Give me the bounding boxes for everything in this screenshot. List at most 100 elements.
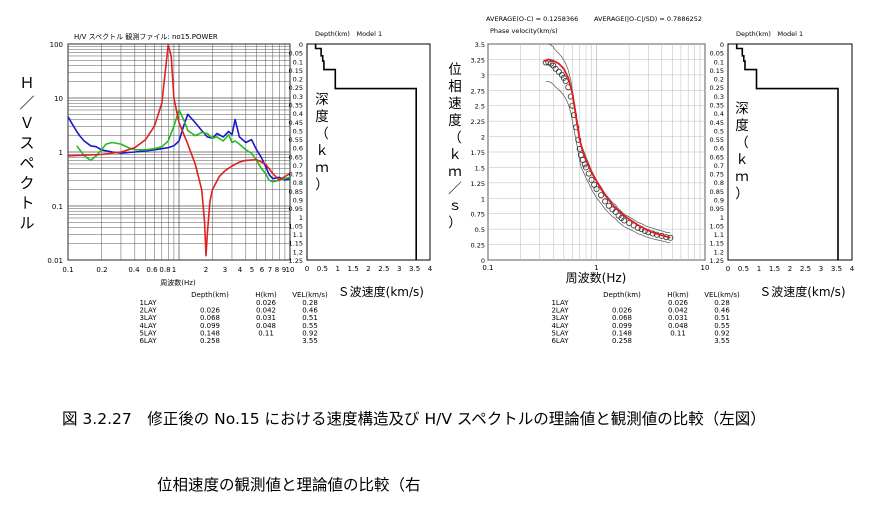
- model-left-plot-area: [306, 43, 431, 261]
- pv-y-tick: 1.25: [471, 180, 485, 188]
- pv-y-tick: 0: [481, 257, 485, 265]
- pv-y-label-char: 速: [448, 96, 462, 112]
- pv-y-tick: 2.5: [475, 103, 485, 111]
- table-left-cell: 5LAY: [139, 329, 157, 337]
- hv-x-tick: 3: [223, 266, 227, 274]
- hv-x-tick: 0.6: [146, 266, 158, 274]
- pv-y-label-char: ）: [448, 215, 462, 231]
- hv-x-tick: 1: [172, 266, 176, 274]
- model-left-y-tick: 0.2: [293, 76, 303, 84]
- table-right-cell: 0.258: [612, 337, 632, 345]
- table-right-cell: 0.11: [670, 329, 686, 337]
- hv-x-tick: 2: [204, 266, 208, 274]
- pv-y-label-char: ｓ: [448, 198, 462, 214]
- hv-y-label-char: ク: [19, 174, 34, 192]
- table-right-cell: 0.51: [714, 314, 730, 322]
- model-left-y-label-char: 深: [315, 92, 329, 108]
- table-right-cell: 0.031: [668, 314, 688, 322]
- table-left-cell: 6LAY: [139, 337, 157, 345]
- pv-y-tick: 0.75: [471, 211, 485, 219]
- hv-x-tick: 0.2: [96, 266, 107, 274]
- pv-y-tick: 1: [481, 195, 485, 203]
- pv-x-tick: 10: [701, 264, 710, 272]
- hv-x-tick: 7: [268, 266, 272, 274]
- model-right-x-tick: 0: [726, 265, 730, 273]
- table-left-cell: 0.031: [256, 314, 276, 322]
- model-left-x-tick: 0.5: [317, 265, 328, 273]
- model-right-y-tick: 1.1: [714, 231, 724, 239]
- table-left-cell: 0.042: [256, 307, 276, 315]
- model-left-y-tick: 0.4: [293, 110, 303, 118]
- hv-y-label-char: ／: [19, 94, 34, 112]
- pv-observed-point: [602, 198, 609, 205]
- hv-series-line-2: [76, 109, 291, 183]
- table-left-cell: 0.026: [256, 299, 277, 307]
- model-left-x-tick: 1.5: [348, 265, 359, 273]
- model-right-y-tick: 0.8: [714, 179, 724, 187]
- hv-y-label-char: ス: [19, 134, 34, 152]
- model-right-y-tick: 0.6: [714, 145, 724, 153]
- model-right-y-tick: 0.7: [714, 162, 724, 170]
- table-left-cell: 0.51: [302, 314, 318, 322]
- model-right-y-tick: 0.1: [714, 58, 724, 66]
- model-right-y-label-char: ｍ: [735, 169, 749, 185]
- table-left-cell: 0.148: [200, 329, 220, 337]
- model-left-y-tick: 0.75: [289, 171, 303, 179]
- model-left-y-tick: 0.85: [289, 188, 303, 196]
- pv-x-tick: 0.1: [482, 264, 493, 272]
- table-left-cell: 0.099: [200, 322, 220, 330]
- table-right-cell: 0.026: [668, 299, 689, 307]
- table-right-cell: 0.026: [612, 307, 633, 315]
- figure-caption: 図 3.2.27 修正後の No.15 における速度構造及び H/V スペクトル…: [62, 364, 766, 518]
- pv-y-label-char: （: [448, 130, 462, 146]
- hv-x-tick: 6: [260, 266, 265, 274]
- model-left-y-tick: 0.65: [289, 153, 303, 161]
- table-right-cell: 4LAY: [551, 322, 569, 330]
- model-right-y-tick: 0.85: [710, 188, 724, 196]
- model-left-x-tick: 1: [336, 265, 340, 273]
- model-right-y-tick: 0.2: [714, 76, 724, 84]
- table-left-cell: 2LAY: [139, 307, 157, 315]
- table-left-cell: 0.28: [302, 299, 318, 307]
- pv-y-tick: 2.25: [471, 118, 485, 126]
- model-left-y-label-char: ｋ: [315, 143, 329, 159]
- pv-theoretical-line: [543, 58, 671, 239]
- model-right-y-tick: 0.95: [710, 205, 724, 213]
- model-right-y-tick: 0: [720, 41, 724, 49]
- hv-x-tick: 0.4: [128, 266, 140, 274]
- table-right-cell: 0.46: [714, 307, 730, 315]
- pv-y-tick: 2: [481, 134, 485, 142]
- model-left-x-tick: 2: [366, 265, 370, 273]
- model-right-y-tick: 1.05: [710, 222, 724, 230]
- model-right-y-label-char: ）: [735, 186, 749, 202]
- model-left-title: Depth(km) Model 1: [315, 30, 382, 38]
- pv-observed-point: [593, 185, 600, 192]
- model-left-y-tick: 0.3: [293, 93, 303, 101]
- table-left-cell: 0.46: [302, 307, 318, 315]
- model-right-y-tick: 0.75: [710, 171, 724, 179]
- model-right-plot-area: [727, 43, 853, 261]
- figure: 0.1 0.2 0.4 0.6 0.8 1 2 3 4 5 6 7 8 9 100.010.1110100周…: [19, 15, 854, 345]
- model-right-x-tick: 3: [819, 265, 823, 273]
- pv-y-label-char: 位: [448, 62, 462, 78]
- model-left-y-tick: 1.1: [293, 231, 303, 239]
- hv-y-label-char: ル: [19, 214, 34, 232]
- model-right-x-tick: 1: [757, 265, 761, 273]
- pv-x-tick: 1: [594, 264, 598, 272]
- table-right-cell: 3LAY: [551, 314, 569, 322]
- table-right-cell: 5LAY: [551, 329, 569, 337]
- model-left-y-tick: 1.05: [289, 222, 303, 230]
- table-left-cell: 4LAY: [139, 322, 157, 330]
- hv-x-tick: 0.1: [62, 266, 73, 274]
- pv-y-tick: 3: [481, 72, 485, 80]
- hv-y-tick: 1: [59, 149, 63, 157]
- model-left-y-tick: 0.5: [293, 127, 303, 135]
- pv-observed-point: [558, 71, 565, 78]
- model-right-y-tick: 0.9: [714, 197, 724, 205]
- table-right-cell: 2LAY: [551, 307, 569, 315]
- table-left-cell: 0.258: [200, 337, 220, 345]
- table-right-cell: 0.042: [668, 307, 688, 315]
- table-left-cell: 0.55: [302, 322, 318, 330]
- model-left-model-line: [314, 44, 418, 260]
- hv-y-label-char: ト: [19, 194, 34, 212]
